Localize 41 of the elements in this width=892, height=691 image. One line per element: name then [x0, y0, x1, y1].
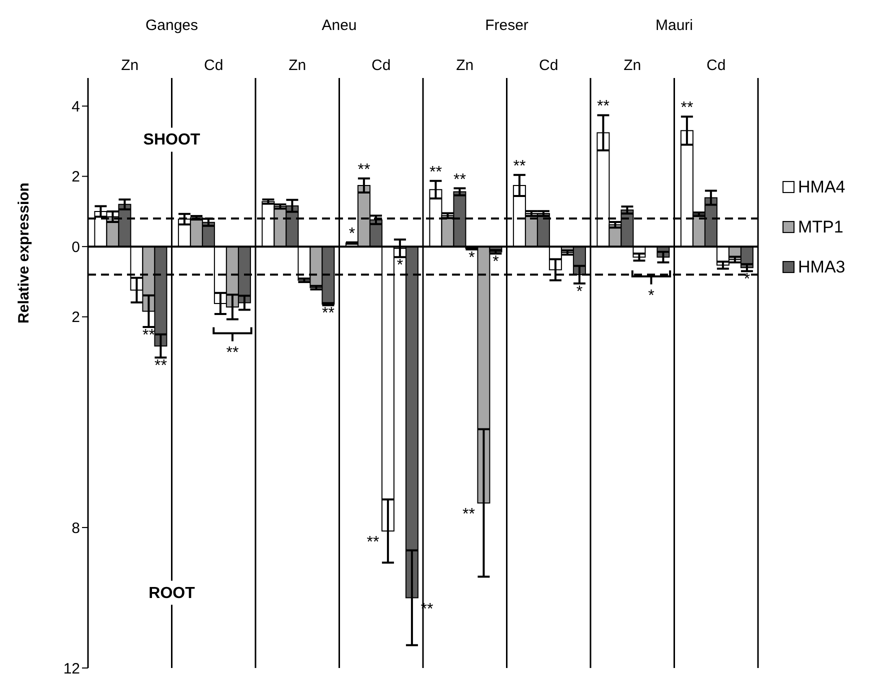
- x-tick-label: Cd: [706, 57, 726, 74]
- annotation: ROOT: [148, 584, 196, 602]
- data-label: **: [680, 100, 694, 117]
- x-tick-label: Zn: [288, 57, 306, 74]
- annotation: *: [648, 287, 654, 304]
- annotation: **: [226, 344, 239, 362]
- text: Ganges: [145, 17, 198, 34]
- data-label: **: [322, 305, 334, 322]
- data-label: **: [513, 158, 526, 175]
- x-tick-label: Zn: [624, 57, 642, 74]
- y-tick-label: 4: [72, 98, 80, 116]
- data-label: **: [366, 534, 380, 552]
- text: Freser: [485, 17, 528, 34]
- data-label: *: [492, 254, 499, 271]
- data-label: **: [453, 171, 466, 188]
- data-label: **: [358, 161, 370, 178]
- data-label: **: [596, 98, 610, 116]
- data-label: **: [462, 506, 475, 523]
- x-tick-label: Cd: [539, 57, 558, 74]
- data-label: *: [468, 249, 475, 266]
- legend-label: HMA4: [798, 178, 846, 197]
- data-label: *: [396, 257, 404, 274]
- x-tick-label: Cd: [204, 57, 224, 74]
- data-label: *: [348, 225, 356, 242]
- x-tick-label: Cd: [372, 57, 391, 74]
- legend-label: HMA3: [798, 258, 846, 277]
- y-tick-label: 8: [72, 520, 80, 537]
- text: Aneu: [322, 17, 357, 34]
- y-tick-label: 2: [72, 168, 80, 186]
- x-tick-label: Zn: [456, 57, 474, 74]
- data-label: **: [154, 358, 167, 375]
- y-axis-title: Relative expression: [15, 182, 32, 324]
- data-label: *: [576, 283, 583, 300]
- y-tick-label: 2: [72, 309, 80, 326]
- data-label: **: [429, 164, 442, 181]
- y-tick-label: 0: [72, 238, 80, 256]
- legend-label: MTP1: [798, 218, 844, 237]
- text: Mauri: [655, 17, 694, 34]
- x-tick-label: Zn: [121, 57, 139, 74]
- y-tick-label: 12: [63, 660, 80, 678]
- annotation: SHOOT: [143, 132, 200, 149]
